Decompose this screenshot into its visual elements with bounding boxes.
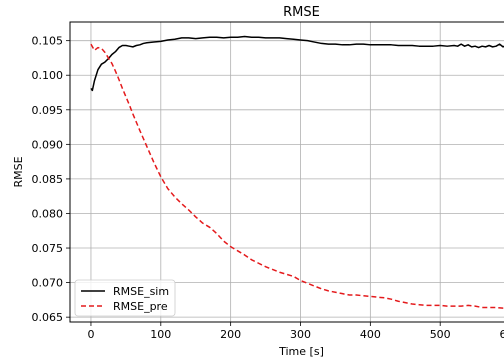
y-tick-label: 0.100 [32,69,64,82]
y-tick-label: 0.090 [32,138,64,151]
y-axis-label: RMSE [12,156,25,187]
x-tick-label: 200 [220,328,241,341]
y-tick-label: 0.080 [32,207,64,220]
x-tick-label: 100 [150,328,171,341]
x-tick-label: 400 [360,328,381,341]
legend-label-rmse-pre: RMSE_pre [113,300,168,313]
x-axis-label: Time [s] [278,345,324,358]
y-tick-label: 0.070 [32,277,64,290]
legend: RMSE_sim RMSE_pre [75,280,175,316]
chart-title: RMSE [283,5,320,20]
x-tick-label: 0 [87,328,94,341]
x-tick-label: 600 [500,328,504,341]
y-tick-label: 0.065 [32,311,64,324]
y-tick-label: 0.085 [32,173,64,186]
legend-label-rmse-sim: RMSE_sim [113,285,169,298]
x-tick-label: 500 [430,328,451,341]
y-tick-label: 0.095 [32,104,64,117]
y-tick-label: 0.075 [32,242,64,255]
x-tick-label: 300 [290,328,311,341]
y-tick-label: 0.105 [32,35,64,48]
